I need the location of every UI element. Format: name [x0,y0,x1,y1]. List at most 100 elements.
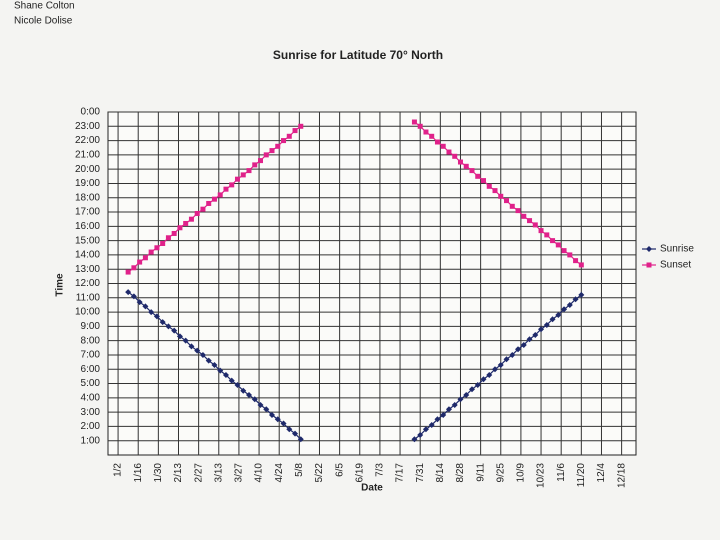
data-point [154,245,160,251]
data-point [509,203,515,209]
y-tick-label: 22:00 [75,135,100,146]
data-point [452,153,458,159]
data-point [561,306,568,313]
x-tick-label: 12/18 [616,463,627,488]
data-point [423,129,429,135]
data-point [566,301,573,308]
data-point [194,347,201,354]
data-point [515,346,522,353]
y-tick-label: 15:00 [75,235,100,246]
y-tick-label: 20:00 [75,164,100,175]
data-point [171,230,177,236]
data-point [188,343,195,350]
data-point [451,401,458,408]
y-tick-label: 10:00 [75,307,100,318]
data-point [573,258,579,264]
x-tick-label: 4/10 [254,463,265,483]
x-tick-label: 9/11 [475,463,486,482]
data-point [153,313,160,320]
data-point [572,296,579,303]
y-tick-label: 2:00 [81,421,101,432]
data-point [555,311,562,318]
data-point [292,430,299,437]
data-point [258,158,264,164]
legend-label: Sunrise [660,244,694,255]
chart-title: Sunrise for Latitude 70° North [273,48,443,62]
author: Shane Colton [14,1,75,12]
x-tick-label: 9/25 [495,463,506,483]
data-point [486,183,492,189]
data-point [440,143,446,149]
data-point [274,416,281,423]
data-point [131,265,137,271]
legend-label: Sunset [660,260,691,271]
y-axis-label: Time [55,273,66,297]
x-tick-label: 2/13 [173,463,184,483]
data-point [497,361,504,368]
data-point [429,133,435,139]
data-point [222,371,229,378]
x-tick-label: 8/14 [435,463,446,483]
y-tick-label: 13:00 [75,264,100,275]
data-point [422,426,429,433]
x-tick-label: 1/2 [113,463,124,477]
data-point [515,208,521,214]
data-point [428,421,435,428]
data-point [177,225,183,231]
data-point [474,381,481,388]
data-point [280,420,287,427]
y-tick-label: 11:00 [76,292,101,303]
y-tick-label: 16:00 [75,221,100,232]
data-point [246,168,252,174]
x-tick-label: 7/3 [375,463,386,477]
x-axis-label: Date [361,483,383,494]
data-point [532,331,539,338]
data-point [217,367,224,374]
data-point [417,123,423,129]
legend-marker [646,262,652,268]
data-point [555,242,561,248]
data-point [269,148,275,154]
data-point [263,406,270,413]
x-tick-label: 3/27 [234,463,245,483]
x-tick-label: 10/9 [516,463,527,483]
data-point [526,336,533,343]
data-point [142,255,148,261]
data-point [417,431,424,438]
data-point [286,133,292,139]
data-point [148,309,155,316]
data-point [252,162,258,168]
data-point [578,262,584,268]
data-point [194,210,200,216]
data-point [578,291,585,298]
x-tick-label: 10/23 [536,463,547,488]
data-point [205,357,212,364]
data-point [269,411,276,418]
data-point [527,218,533,224]
data-point [475,173,481,179]
x-tick-label: 4/24 [274,463,285,483]
x-tick-label: 8/28 [455,463,466,483]
x-tick-label: 7/17 [395,463,406,483]
data-point [292,128,298,134]
data-point [521,213,527,219]
data-point [463,391,470,398]
y-tick-label: 9:00 [81,321,101,332]
data-point [492,366,499,373]
data-point [263,152,269,158]
data-point [240,387,247,394]
data-point [457,396,464,403]
author: Nicole Dolise [14,16,73,27]
data-point [211,361,218,368]
data-point [130,293,137,300]
data-point [206,200,212,206]
data-point [520,341,527,348]
data-point [445,406,452,413]
data-point [538,228,544,234]
data-point [137,259,143,265]
data-point [286,426,293,433]
data-point [234,176,240,182]
y-tick-label: 3:00 [81,407,101,418]
data-point [549,316,556,323]
y-tick-label: 17:00 [75,207,100,218]
